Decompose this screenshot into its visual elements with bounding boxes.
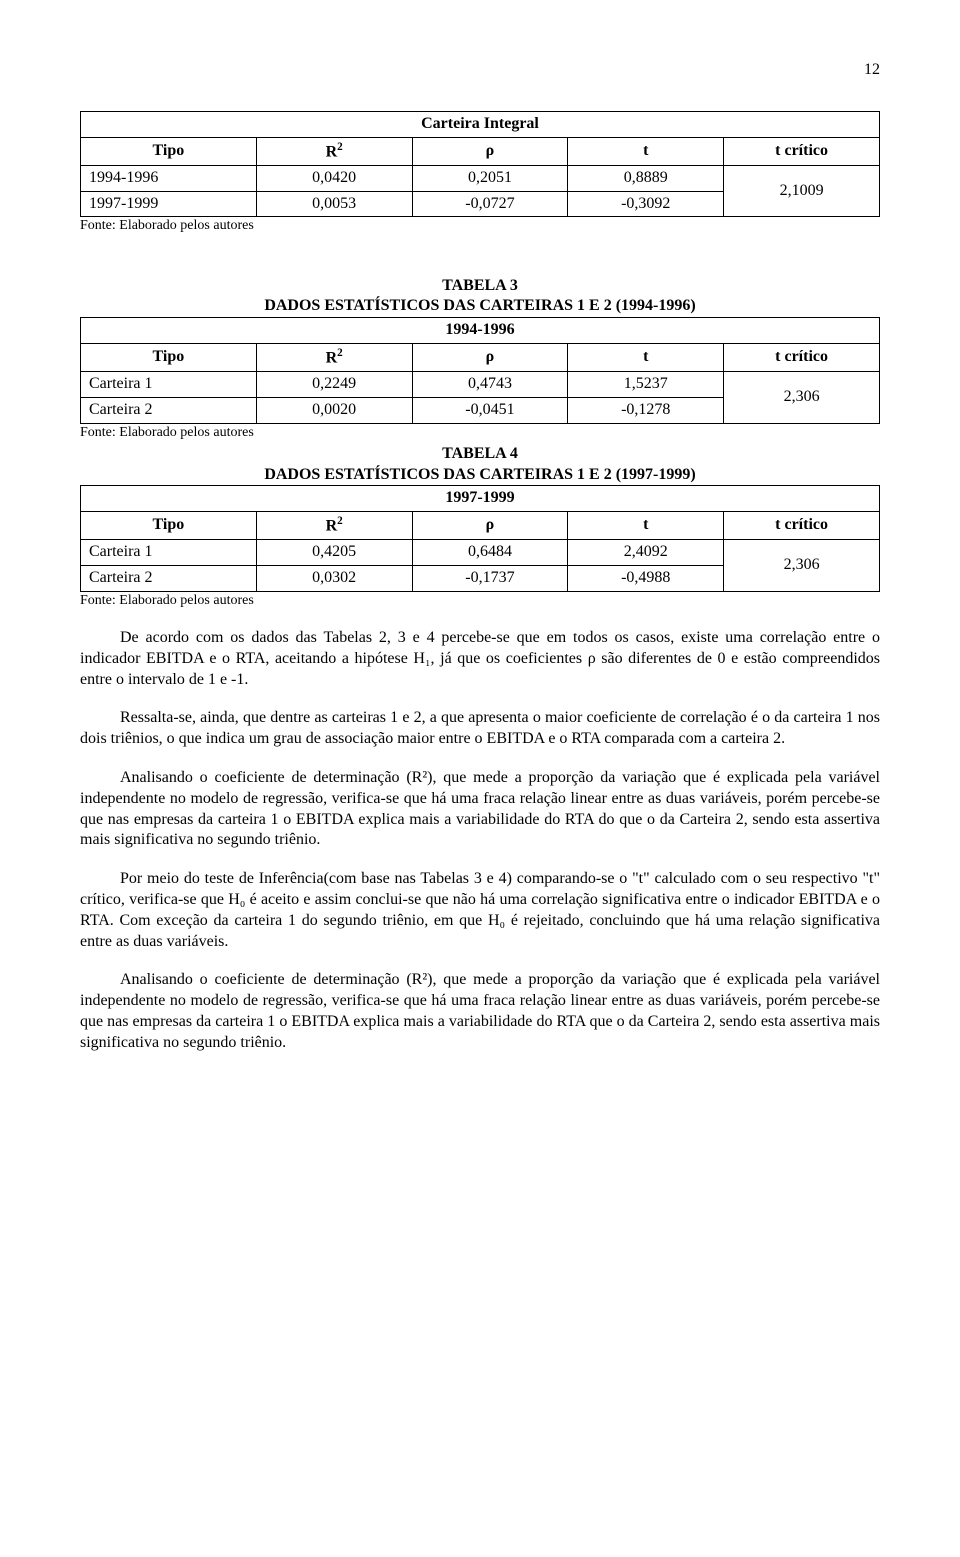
- table-1997-1999: 1997-1999 Tipo R2 ρ t t crítico Carteira…: [80, 485, 880, 592]
- table-row: Carteira 1 0,4205 0,6484 2,4092 2,306: [81, 540, 880, 566]
- table-caption: DADOS ESTATÍSTICOS DAS CARTEIRAS 1 E 2 (…: [80, 465, 880, 486]
- col-header: Tipo: [81, 343, 257, 371]
- col-header: t crítico: [724, 137, 880, 165]
- table-carteira-integral: Carteira Integral Tipo R2 ρ t t crítico …: [80, 111, 880, 218]
- r-sup: 2: [337, 347, 343, 359]
- paragraph: Por meio do teste de Inferência(com base…: [80, 869, 880, 952]
- col-header: t crítico: [724, 512, 880, 540]
- col-header: t: [568, 512, 724, 540]
- col-header: R2: [256, 343, 412, 371]
- cell: 2,306: [724, 372, 880, 424]
- table-row: 1994-1996: [81, 318, 880, 344]
- table-1994-1996: 1994-1996 Tipo R2 ρ t t crítico Carteira…: [80, 317, 880, 424]
- page-number: 12: [80, 60, 880, 81]
- col-header: Tipo: [81, 512, 257, 540]
- col-header: ρ: [412, 343, 568, 371]
- table-row: Carteira 1 0,2249 0,4743 1,5237 2,306: [81, 372, 880, 398]
- cell: Carteira 2: [81, 566, 257, 592]
- col-header: R2: [256, 512, 412, 540]
- table-period: 1994-1996: [81, 318, 880, 344]
- cell: 1997-1999: [81, 191, 257, 217]
- cell: 2,306: [724, 540, 880, 592]
- table-source: Fonte: Elaborado pelos autores: [80, 592, 880, 610]
- cell: 0,0020: [256, 397, 412, 423]
- r-label: R: [326, 143, 338, 160]
- table-row: Tipo R2 ρ t t crítico: [81, 512, 880, 540]
- cell: -0,0451: [412, 397, 568, 423]
- col-header: R2: [256, 137, 412, 165]
- table-caption: TABELA 3: [80, 276, 880, 297]
- cell: 1994-1996: [81, 165, 257, 191]
- table-row: Tipo R2 ρ t t crítico: [81, 137, 880, 165]
- r-sup: 2: [337, 515, 343, 527]
- cell: Carteira 1: [81, 372, 257, 398]
- table-row: 1997-1999: [81, 486, 880, 512]
- table-period: 1997-1999: [81, 486, 880, 512]
- paragraph: Analisando o coeficiente de determinação…: [80, 768, 880, 851]
- col-header: ρ: [412, 137, 568, 165]
- table-row: Carteira Integral: [81, 111, 880, 137]
- cell: -0,0727: [412, 191, 568, 217]
- table-source: Fonte: Elaborado pelos autores: [80, 424, 880, 442]
- table-caption: TABELA 4: [80, 444, 880, 465]
- col-header: ρ: [412, 512, 568, 540]
- cell: Carteira 2: [81, 397, 257, 423]
- cell: 0,2051: [412, 165, 568, 191]
- cell: 0,4205: [256, 540, 412, 566]
- col-header: t crítico: [724, 343, 880, 371]
- col-header: t: [568, 137, 724, 165]
- r-label: R: [326, 349, 338, 366]
- table-row: Tipo R2 ρ t t crítico: [81, 343, 880, 371]
- paragraph: Ressalta-se, ainda, que dentre as cartei…: [80, 708, 880, 750]
- r-sup: 2: [337, 141, 343, 153]
- table-source: Fonte: Elaborado pelos autores: [80, 217, 880, 235]
- cell: 1,5237: [568, 372, 724, 398]
- cell: 0,0420: [256, 165, 412, 191]
- cell: 0,0302: [256, 566, 412, 592]
- table-title: Carteira Integral: [81, 111, 880, 137]
- cell: 0,8889: [568, 165, 724, 191]
- cell: 2,4092: [568, 540, 724, 566]
- cell: -0,1737: [412, 566, 568, 592]
- cell: Carteira 1: [81, 540, 257, 566]
- cell: 0,6484: [412, 540, 568, 566]
- table-caption: DADOS ESTATÍSTICOS DAS CARTEIRAS 1 E 2 (…: [80, 296, 880, 317]
- cell: 2,1009: [724, 165, 880, 217]
- cell: 0,4743: [412, 372, 568, 398]
- cell: -0,1278: [568, 397, 724, 423]
- cell: 0,2249: [256, 372, 412, 398]
- cell: -0,3092: [568, 191, 724, 217]
- r-label: R: [326, 518, 338, 535]
- col-header: Tipo: [81, 137, 257, 165]
- cell: -0,4988: [568, 566, 724, 592]
- paragraph: De acordo com os dados das Tabelas 2, 3 …: [80, 628, 880, 690]
- col-header: t: [568, 343, 724, 371]
- cell: 0,0053: [256, 191, 412, 217]
- paragraph: Analisando o coeficiente de determinação…: [80, 970, 880, 1053]
- table-row: 1994-1996 0,0420 0,2051 0,8889 2,1009: [81, 165, 880, 191]
